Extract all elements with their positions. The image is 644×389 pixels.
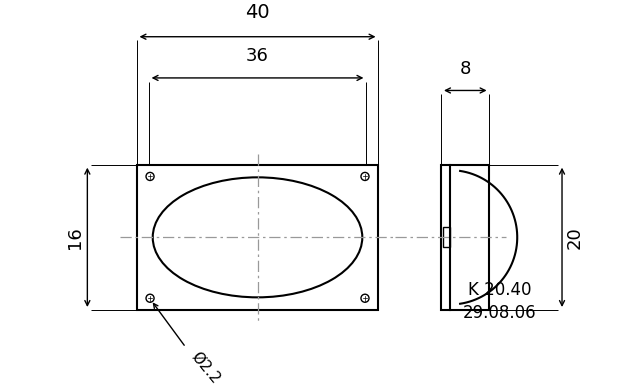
Text: Ø2.2: Ø2.2: [187, 349, 222, 387]
Text: K 20.40: K 20.40: [468, 281, 531, 299]
Bar: [441, 165, 489, 310]
Text: 36: 36: [246, 47, 269, 65]
Text: 20: 20: [565, 226, 583, 249]
Text: 16: 16: [66, 226, 84, 249]
Bar: [137, 165, 379, 310]
Bar: [443, 228, 450, 247]
Text: 8: 8: [460, 60, 471, 78]
Text: 29.08.06: 29.08.06: [462, 303, 536, 322]
Text: 40: 40: [245, 4, 270, 23]
